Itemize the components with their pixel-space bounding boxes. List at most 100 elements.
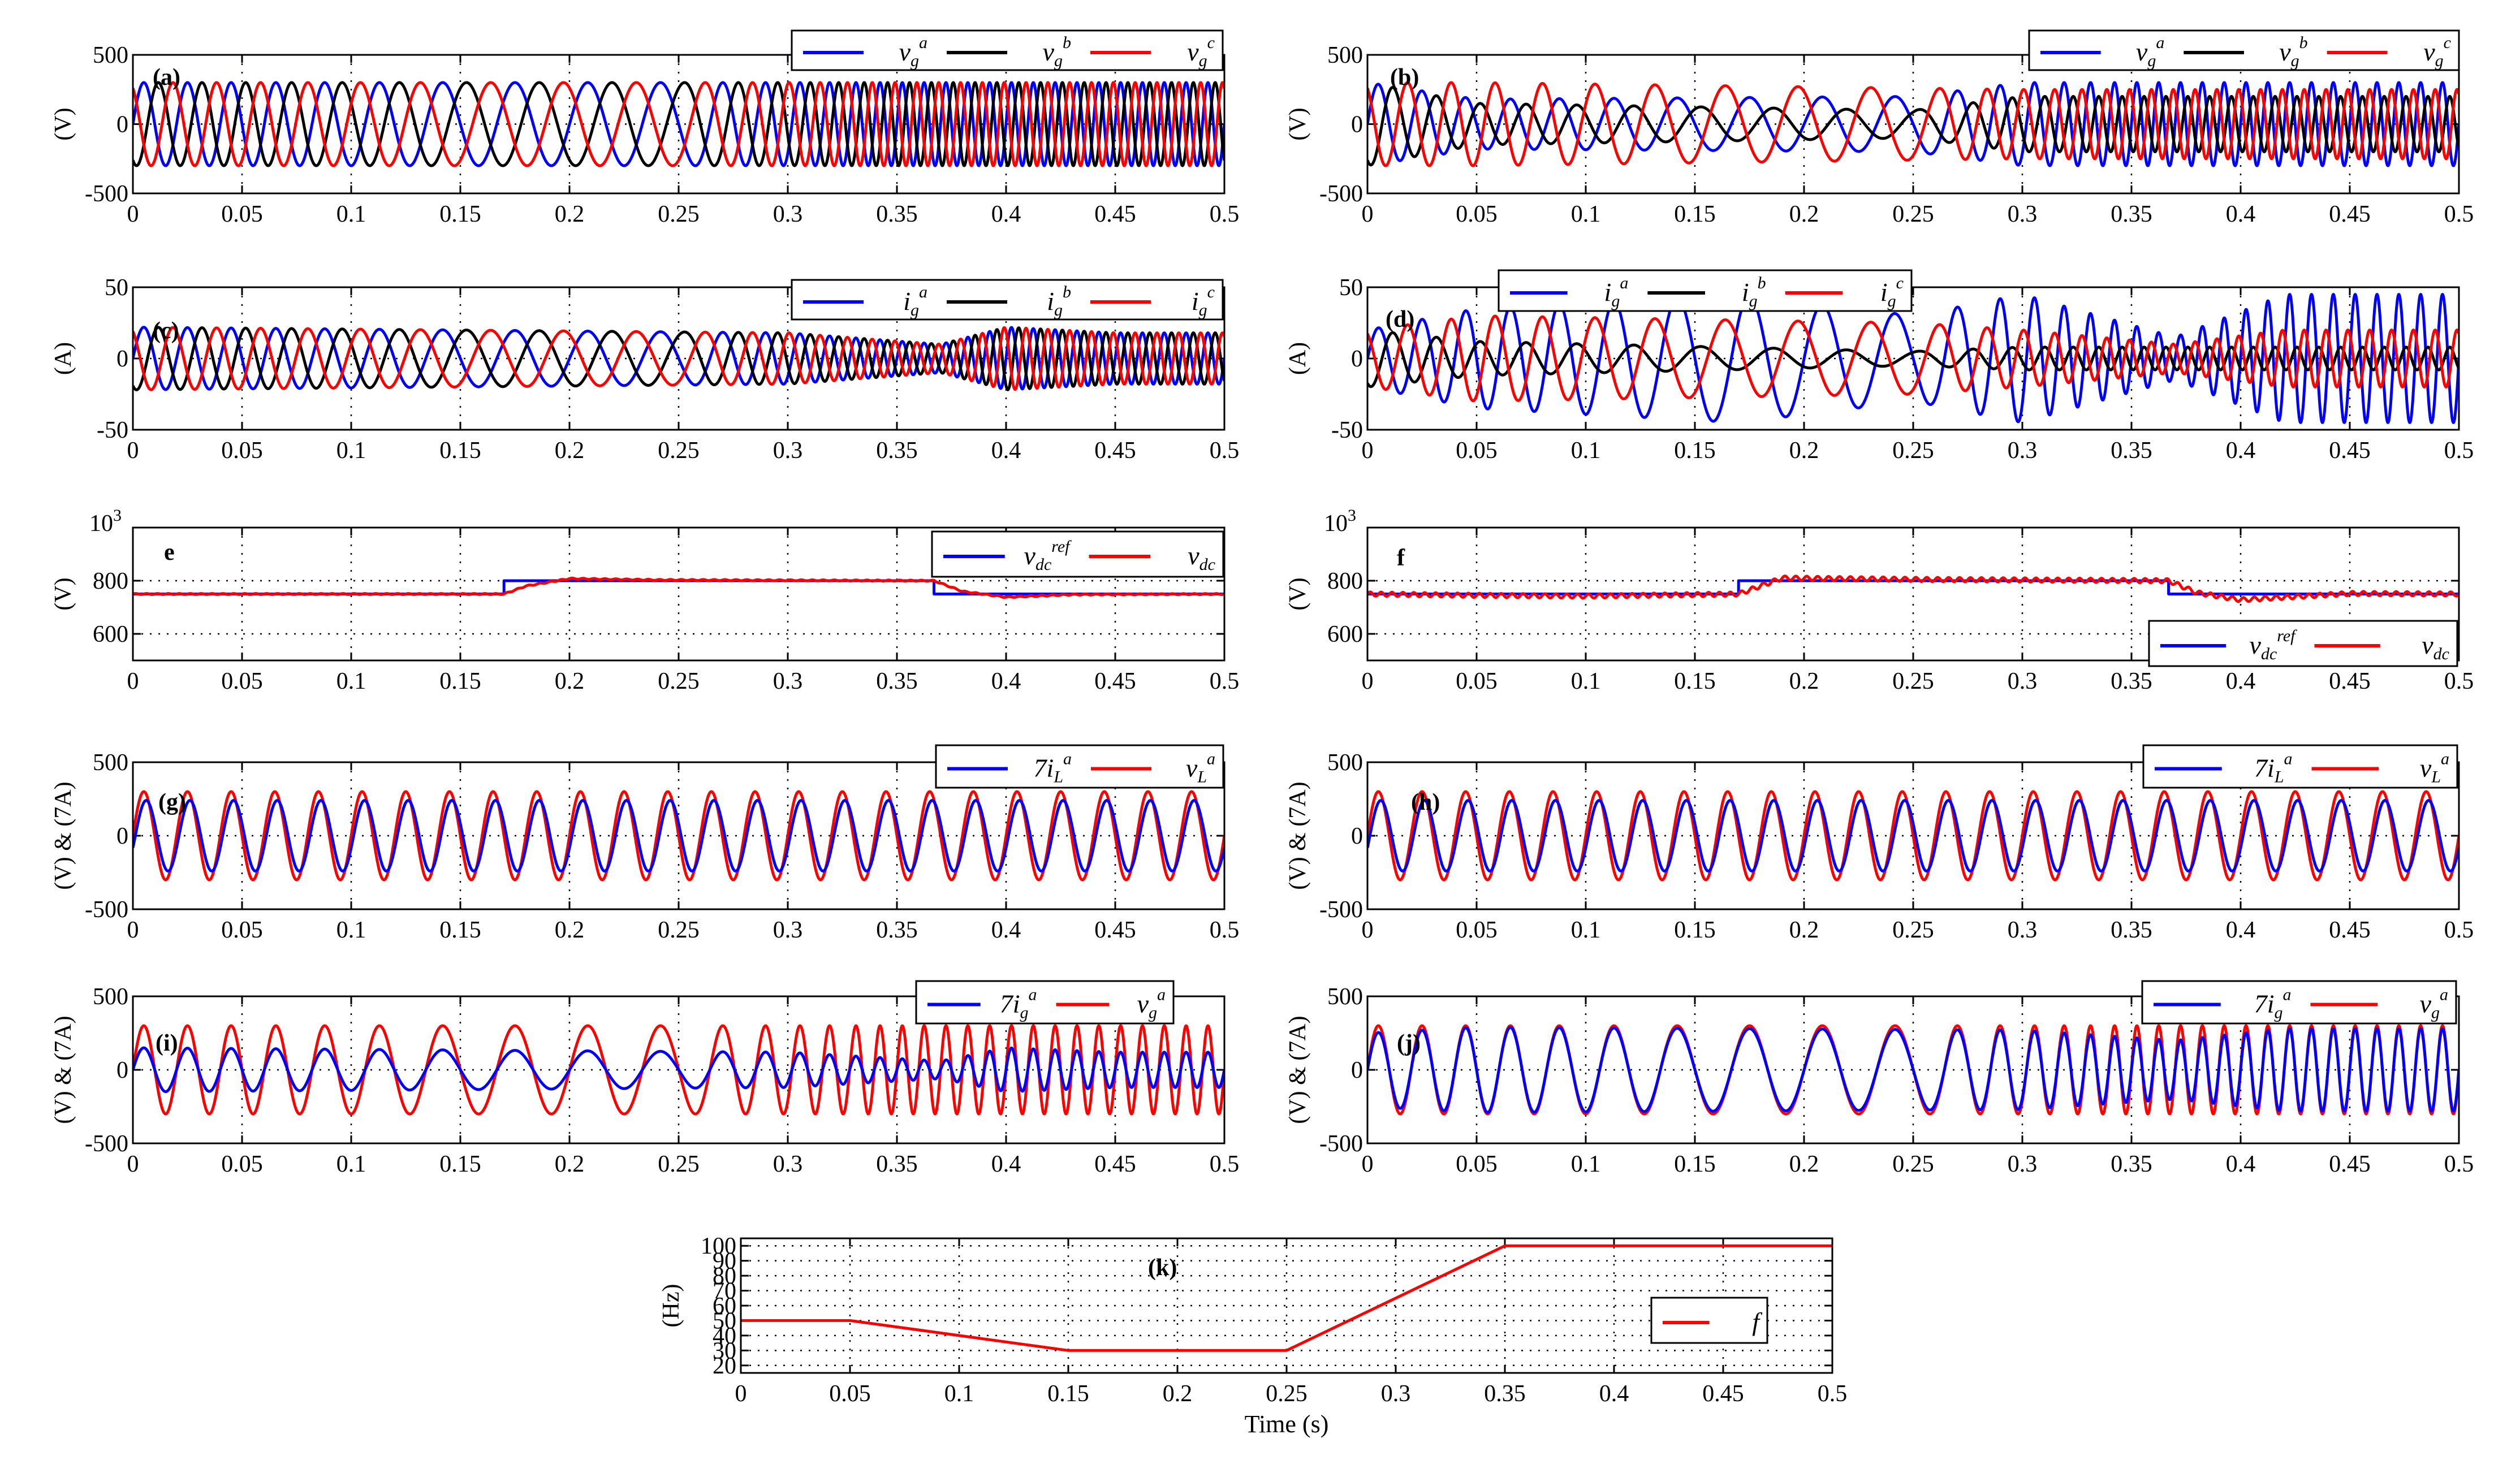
x-tick-label: 0.05 <box>1456 201 1498 227</box>
series-7iga <box>1367 1026 2459 1114</box>
y-tick-label: 500 <box>93 42 128 68</box>
panel-d: 0 0.05 0.1 0.15 0.2 0.25 0.3 0.35 0.4 0.45 0.5-500… <box>1285 269 2474 464</box>
panel-label: (c) <box>153 318 179 344</box>
x-tick-label: 0.35 <box>2111 668 2152 694</box>
y-exponent: 103 <box>1324 506 1356 537</box>
x-tick-label: 0.25 <box>658 1151 700 1177</box>
x-tick-label: 0 <box>127 917 139 943</box>
x-tick-label: 0.05 <box>221 438 263 464</box>
legend <box>2141 980 2457 1025</box>
x-tick-label: 0.45 <box>1094 668 1136 694</box>
plot-frame <box>132 526 1226 662</box>
x-tick-label: 0.1 <box>336 201 366 227</box>
y-exponent: 103 <box>89 506 122 537</box>
series-group <box>133 326 1224 391</box>
x-tick-label: 0.3 <box>2008 201 2038 227</box>
y-tick-label: 80 <box>713 1263 736 1289</box>
x-tick-label: 0.15 <box>1674 917 1716 943</box>
x-tick-label: 0.2 <box>1789 438 1819 464</box>
x-tick-label: 0.45 <box>2329 438 2371 464</box>
x-tick-label: 0.25 <box>1892 668 1934 694</box>
x-axis-label: Time (s) <box>1245 1410 1329 1438</box>
legend <box>791 279 1224 321</box>
x-tick-label: 0.1 <box>336 1151 366 1177</box>
series-vdc <box>1367 575 2459 603</box>
x-tick-label: 0.45 <box>1702 1381 1744 1407</box>
x-tick-label: 0.25 <box>1892 201 1934 227</box>
x-tick-label: 0.1 <box>336 438 366 464</box>
series-vdc <box>133 576 1224 599</box>
x-tick-label: 0.25 <box>1892 438 1934 464</box>
y-tick-label: 40 <box>713 1323 736 1349</box>
y-tick-label: 500 <box>1327 984 1363 1010</box>
y-tick-label: 50 <box>105 275 128 301</box>
y-tick-label: -500 <box>85 1131 128 1157</box>
x-tick-label: 0 <box>1362 668 1374 694</box>
x-tick-label: 0 <box>1362 1151 1374 1177</box>
x-tick-label: 0.4 <box>1599 1381 1629 1407</box>
x-tick-label: 0 <box>1362 201 1374 227</box>
x-tick-label: 0.5 <box>2444 201 2474 227</box>
x-tick-label: 0.05 <box>1456 438 1498 464</box>
series-7iga <box>133 1046 1224 1094</box>
x-tick-label: 0.25 <box>658 917 700 943</box>
x-tick-label: 0.05 <box>829 1381 871 1407</box>
panel-label: (a) <box>153 64 180 90</box>
panel-label: (i) <box>156 1030 178 1056</box>
x-tick-label: 0.05 <box>221 201 263 227</box>
x-tick-label: 0.3 <box>2008 1151 2038 1177</box>
series-group <box>133 1024 1224 1116</box>
y-tick-label: 0 <box>116 1057 128 1083</box>
x-tick-label: 0.35 <box>876 438 918 464</box>
x-tick-label: 0.4 <box>991 1151 1021 1177</box>
series-vgb <box>133 81 1224 167</box>
x-tick-label: 0.45 <box>1094 438 1136 464</box>
x-tick-label: 0.25 <box>658 438 700 464</box>
x-tick-label: 0.2 <box>555 201 585 227</box>
x-tick-label: 0.1 <box>1571 917 1601 943</box>
x-tick-label: 0.1 <box>336 917 366 943</box>
y-axis-label: (Hz) <box>658 1284 684 1328</box>
panel-label: (d) <box>1386 306 1414 332</box>
x-tick-label: 0.45 <box>1094 201 1136 227</box>
x-tick-label: 0.2 <box>1163 1381 1193 1407</box>
y-tick-label: 600 <box>93 621 128 647</box>
plot-frame <box>1366 286 2460 431</box>
x-tick-label: 0.2 <box>555 917 585 943</box>
series-vgc <box>133 81 1224 167</box>
y-axis-label: (A) <box>50 342 76 375</box>
series-group <box>1367 81 2459 167</box>
x-tick-label: 0.15 <box>1047 1381 1089 1407</box>
x-tick-label: 0.35 <box>1484 1381 1526 1407</box>
series-vga <box>133 81 1224 167</box>
x-tick-label: 0.2 <box>555 1151 585 1177</box>
legend <box>2148 620 2458 667</box>
x-tick-label: 0.4 <box>991 438 1021 464</box>
series-iga <box>133 326 1224 391</box>
x-tick-label: 0.3 <box>773 1151 803 1177</box>
y-tick-label: -50 <box>1331 417 1363 443</box>
x-tick-label: 0.5 <box>2444 668 2474 694</box>
series-vgb <box>1367 86 2459 167</box>
y-axis-label: (V) & (7A) <box>50 781 76 889</box>
legend <box>2142 744 2458 789</box>
x-tick-label: 0.3 <box>773 438 803 464</box>
legend <box>931 530 1224 578</box>
x-tick-label: 0.25 <box>658 201 700 227</box>
panel-h: 0 0.05 0.1 0.15 0.2 0.25 0.3 0.35 0.4 0.45 0.5 -500… <box>1285 744 2474 943</box>
y-tick-label: 60 <box>713 1293 736 1319</box>
x-tick-label: 0.5 <box>2444 1151 2474 1177</box>
x-tick-label: 0.15 <box>439 917 481 943</box>
x-tick-label: 0.4 <box>2226 668 2256 694</box>
x-tick-label: 0.4 <box>991 201 1021 227</box>
x-tick-label: 0.4 <box>2226 1151 2256 1177</box>
x-tick-label: 0 <box>1362 917 1374 943</box>
x-tick-label: 0.4 <box>2226 438 2256 464</box>
series-7iLa <box>133 799 1224 872</box>
series-vgc <box>1367 81 2459 167</box>
series-group <box>133 790 1224 882</box>
x-tick-label: 0.05 <box>1456 917 1498 943</box>
series-group <box>1367 1024 2459 1116</box>
x-tick-label: 0.35 <box>876 917 918 943</box>
